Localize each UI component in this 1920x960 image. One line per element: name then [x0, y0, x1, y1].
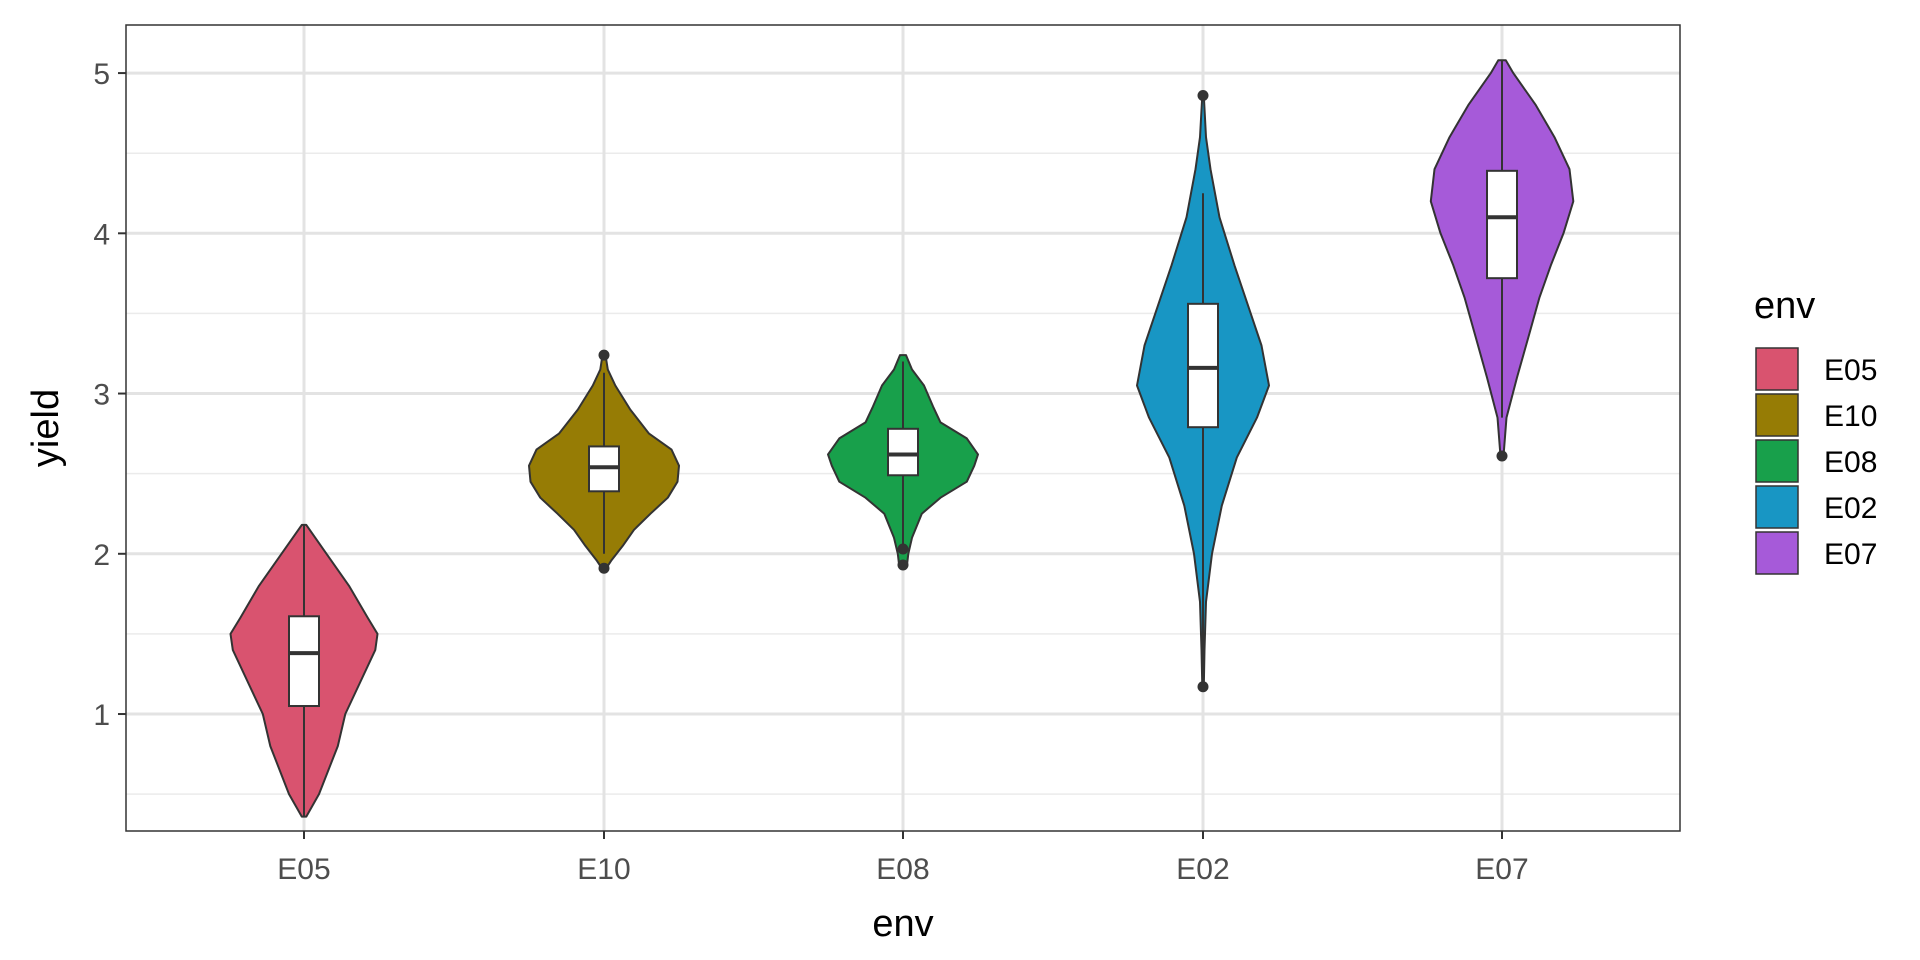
legend-swatch — [1755, 485, 1799, 529]
legend-item-e08: E08 — [1755, 439, 1877, 483]
box-iqr — [288, 615, 320, 708]
y-tick-label: 4 — [93, 218, 110, 251]
x-tick-label: E02 — [1176, 853, 1229, 886]
legend-swatch — [1755, 393, 1799, 437]
outlier-point — [1496, 450, 1508, 462]
outlier-point — [1197, 90, 1209, 102]
y-tick-label: 2 — [93, 539, 110, 572]
legend-label: E05 — [1824, 354, 1877, 387]
y-axis-title: yield — [25, 389, 67, 467]
legend-item-e07: E07 — [1755, 531, 1877, 575]
outlier-point — [598, 562, 610, 574]
legend-label: E02 — [1824, 492, 1877, 525]
legend-item-e10: E10 — [1755, 393, 1877, 437]
violin-group-e05 — [229, 523, 379, 818]
box-iqr — [1486, 169, 1518, 280]
legend-swatch — [1755, 347, 1799, 391]
box-iqr — [1187, 302, 1219, 429]
violins — [229, 59, 1575, 818]
x-tick-label: E10 — [577, 853, 630, 886]
violin-group-e02 — [1136, 90, 1270, 693]
x-tick-label: E05 — [277, 853, 330, 886]
violin-group-e10 — [528, 349, 680, 574]
legend-label: E08 — [1824, 446, 1877, 479]
violin-group-e07 — [1429, 59, 1575, 462]
violin-group-e08 — [827, 354, 979, 571]
box-iqr — [887, 427, 919, 477]
legend-label: E10 — [1824, 400, 1877, 433]
x-tick-label: E07 — [1475, 853, 1528, 886]
legend-title: env — [1754, 285, 1815, 327]
axis-ticks: 1 2 3 4 5 E05 E10 E08 E02 E07 — [93, 58, 1528, 886]
y-tick-label: 3 — [93, 379, 110, 412]
outlier-point — [897, 543, 909, 555]
legend-swatch — [1755, 531, 1799, 575]
legend-item-e05: E05 — [1755, 347, 1877, 391]
legend: E05 E10 E08 E02 E07 — [1755, 347, 1877, 575]
x-tick-label: E08 — [876, 853, 929, 886]
x-axis-title: env — [872, 903, 933, 945]
outlier-point — [1197, 681, 1209, 693]
outlier-point — [598, 349, 610, 361]
outlier-point — [897, 559, 909, 571]
y-tick-label: 5 — [93, 58, 110, 91]
legend-label: E07 — [1824, 538, 1877, 571]
legend-swatch — [1755, 439, 1799, 483]
y-tick-label: 1 — [93, 699, 110, 732]
legend-item-e02: E02 — [1755, 485, 1877, 529]
